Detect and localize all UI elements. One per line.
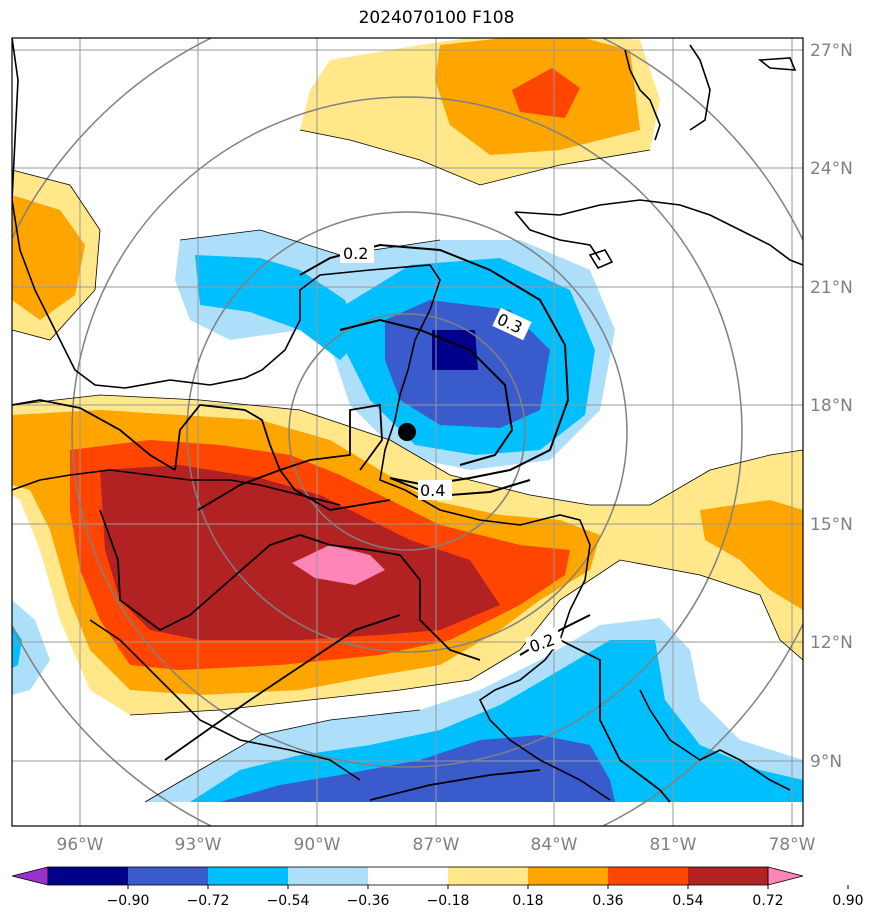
contour-label: 0.4 xyxy=(420,481,445,500)
lon-label: 78°W xyxy=(769,835,816,855)
longitude-labels: 96°W 93°W 90°W 87°W 84°W 81°W 78°W xyxy=(57,835,816,855)
lightblue-region-sw xyxy=(12,600,50,695)
graticule xyxy=(12,38,803,826)
blue-region-yucatan xyxy=(195,255,360,360)
colorbar-tick-label: −0.36 xyxy=(347,893,390,909)
lon-label: 81°W xyxy=(650,835,697,855)
red-region-florida xyxy=(512,68,580,118)
colorbar-outline xyxy=(47,866,769,886)
lat-label: 27°N xyxy=(810,41,853,61)
colorbar: −0.90 −0.72 −0.54 −0.36 −0.18 0.18 0.36 0.54 0.7… xyxy=(11,866,864,909)
colorbar-bin xyxy=(448,867,529,885)
map-panel: 0.2 0.3 0.4 0.2 xyxy=(12,38,803,826)
filled-contours xyxy=(12,38,803,826)
lon-label: 84°W xyxy=(531,835,578,855)
colorbar-bin xyxy=(608,867,689,885)
lon-label: 87°W xyxy=(413,835,460,855)
colorbar-tick-label: 0.36 xyxy=(592,893,623,909)
colorbar-tick-label: 0.54 xyxy=(672,893,703,909)
blue-region-sw xyxy=(12,625,22,668)
map-frame xyxy=(11,37,804,827)
political-borders xyxy=(12,399,671,803)
storm-center-marker xyxy=(398,423,416,441)
colorbar-tick-label: 0.72 xyxy=(752,893,783,909)
colorbar-extend-high xyxy=(767,866,804,886)
colorbar-bin xyxy=(48,867,129,885)
colorbar-bin xyxy=(128,867,209,885)
colorbar-bin xyxy=(368,867,449,885)
colorbar-tick-label: −0.72 xyxy=(187,893,230,909)
orange-region-east xyxy=(700,500,803,610)
colorbar-extend-low xyxy=(11,866,49,886)
lat-label: 24°N xyxy=(810,159,853,179)
colorbar-bin xyxy=(208,867,289,885)
darkblue-region-south xyxy=(220,735,615,802)
colorbar-tick-label: 0.18 xyxy=(512,893,543,909)
lat-label: 21°N xyxy=(810,278,853,298)
colorbar-bin xyxy=(288,867,369,885)
thin-contours xyxy=(12,129,803,803)
colorbar-bin xyxy=(528,867,609,885)
lon-label: 93°W xyxy=(175,835,222,855)
pink-region xyxy=(292,545,385,585)
lat-label: 12°N xyxy=(810,633,853,653)
map-title: 2024070100 F108 xyxy=(358,8,515,28)
latitude-labels: 27°N 24°N 21°N 18°N 15°N 12°N 9°N xyxy=(810,41,853,772)
lon-label: 96°W xyxy=(57,835,104,855)
colorbar-tick-label: −0.18 xyxy=(427,893,470,909)
colorbar-tick-label: −0.90 xyxy=(107,893,150,909)
lat-label: 9°N xyxy=(810,752,842,772)
orange-region-westgulf xyxy=(12,195,85,320)
colorbar-tick-label: 0.90 xyxy=(832,893,863,909)
lat-label: 15°N xyxy=(810,515,853,535)
colorbar-tick-label: −0.54 xyxy=(267,893,310,909)
lon-label: 90°W xyxy=(294,835,341,855)
contour-label: 0.2 xyxy=(343,244,368,263)
lat-label: 18°N xyxy=(810,396,853,416)
range-rings xyxy=(12,38,803,826)
colorbar-bin xyxy=(688,867,769,885)
